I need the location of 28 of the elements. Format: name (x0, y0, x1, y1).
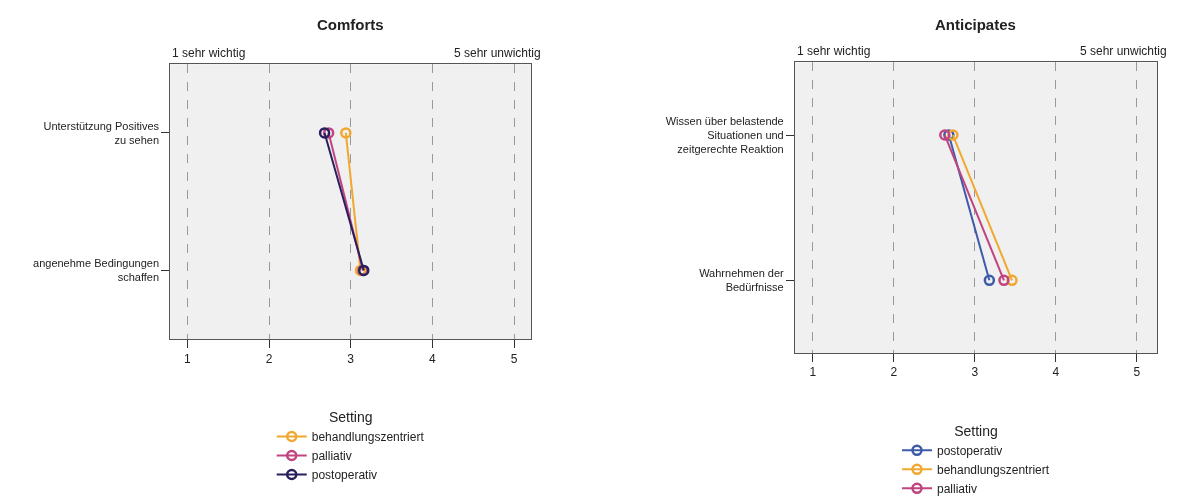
legend-title: Setting (328, 408, 373, 425)
text: 5 sehr unwichtig (454, 46, 541, 60)
x-tick-label: 2 (265, 351, 273, 366)
legend-label: palliativ (311, 449, 352, 464)
y-tick-label: Wahrnehmen der Bedürfnisse (699, 267, 785, 294)
x-tick-label: 5 (510, 351, 518, 366)
legend-label: postoperativ (311, 468, 378, 483)
text: 5 sehr unwichtig (1080, 44, 1167, 58)
chart-title: Anticipates (935, 16, 1016, 33)
y-tick-label: angenehme Bedingungen schaffen (33, 257, 160, 284)
x-tick-label: 3 (347, 351, 355, 366)
legend-title: Setting (954, 422, 998, 439)
legend-label: postoperativ (936, 444, 1003, 459)
text: 1 sehr wichtig (797, 44, 871, 58)
x-tick-label: 5 (1133, 365, 1141, 380)
chart-title: Comforts (317, 16, 384, 33)
legend-label: behandlungszentriert (311, 430, 425, 445)
x-tick-label: 4 (429, 351, 437, 366)
x-tick-label: 4 (1052, 365, 1060, 380)
y-tick-label: Wissen über belastende Situationen und zeitgerechte Reaktion (665, 114, 784, 156)
x-tick-label: 1 (809, 365, 817, 380)
text: 1 sehr wichtig (172, 46, 246, 60)
x-tick-label: 2 (890, 365, 898, 380)
y-tick-label: Unterstützung Positives zu sehen (43, 119, 160, 146)
x-tick-label: 1 (184, 351, 192, 366)
legend-label: behandlungszentriert (936, 463, 1050, 478)
legend-label: palliativ (936, 482, 978, 497)
x-tick-label: 3 (971, 365, 979, 380)
